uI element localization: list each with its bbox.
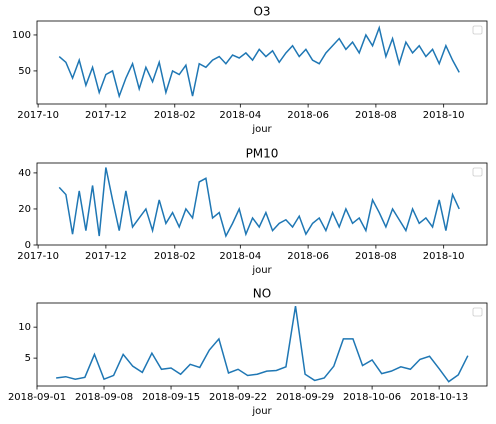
x-tick-label: 2017-12 bbox=[85, 251, 127, 262]
x-axis-label: jour bbox=[251, 124, 272, 135]
x-tick-label: 2018-08 bbox=[355, 110, 397, 121]
x-axis-label: jour bbox=[251, 265, 272, 276]
x-tick-label: 2018-09-15 bbox=[142, 392, 200, 403]
y-tick-label: 100 bbox=[12, 30, 31, 41]
legend-box bbox=[472, 307, 483, 317]
y-tick-label: 10 bbox=[18, 322, 31, 333]
y-tick-label: 0 bbox=[25, 240, 31, 251]
data-line bbox=[58, 167, 460, 238]
x-tick-label: 2018-02 bbox=[154, 110, 196, 121]
x-tick-label: 2018-04 bbox=[219, 251, 261, 262]
x-tick-label: 2018-08 bbox=[355, 251, 397, 262]
x-tick-label: 2018-10 bbox=[423, 110, 465, 121]
x-tick-label: 2018-06 bbox=[287, 251, 329, 262]
x-tick-label: 2018-09-08 bbox=[75, 392, 133, 403]
chart-title: NO bbox=[253, 287, 271, 301]
chart-title: O3 bbox=[253, 5, 270, 19]
x-tick-label: 2018-09-01 bbox=[8, 392, 66, 403]
data-line bbox=[58, 25, 460, 99]
x-tick-label: 2018-09-29 bbox=[276, 392, 334, 403]
x-tick-label: 2018-04 bbox=[219, 110, 261, 121]
y-tick-label: 20 bbox=[18, 204, 31, 215]
x-tick-label: 2018-10-13 bbox=[410, 392, 468, 403]
x-tick-label: 2018-06 bbox=[287, 110, 329, 121]
data-line bbox=[56, 305, 469, 383]
axes-frame bbox=[36, 20, 488, 105]
x-tick-label: 2018-10 bbox=[423, 251, 465, 262]
axes-frame bbox=[36, 302, 488, 387]
y-tick-label: 50 bbox=[18, 66, 31, 77]
chart-title: PM10 bbox=[246, 147, 279, 161]
x-tick-label: 2018-10-06 bbox=[343, 392, 401, 403]
axes-frame bbox=[36, 162, 488, 246]
legend-box bbox=[472, 167, 483, 177]
x-tick-label: 2018-02 bbox=[154, 251, 196, 262]
y-tick-label: 40 bbox=[18, 168, 31, 179]
x-tick-label: 2018-09-22 bbox=[209, 392, 267, 403]
x-axis-label: jour bbox=[251, 406, 272, 417]
x-tick-label: 2017-12 bbox=[85, 110, 127, 121]
x-tick-label: 2017-10 bbox=[17, 251, 59, 262]
legend-box bbox=[472, 25, 483, 35]
y-tick-label: 5 bbox=[25, 353, 31, 364]
x-tick-label: 2017-10 bbox=[17, 110, 59, 121]
